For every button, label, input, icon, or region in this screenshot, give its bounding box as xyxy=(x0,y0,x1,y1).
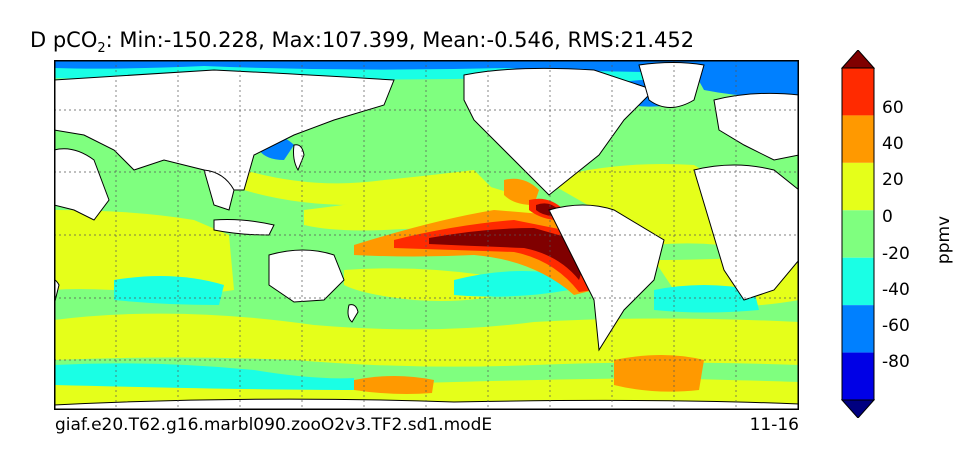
title-variable: D pCO xyxy=(30,28,98,52)
colorbar-tick: -60 xyxy=(882,316,910,336)
land-south-america xyxy=(548,204,665,352)
colorbar-tick: 0 xyxy=(882,207,893,227)
colorbar xyxy=(840,50,876,418)
land-japan xyxy=(293,144,305,172)
map-frame xyxy=(54,60,799,410)
contour-cyan-south-indian xyxy=(114,276,224,305)
colorbar-segment xyxy=(842,162,874,211)
colorbar-label: ppmv xyxy=(934,215,955,265)
colorbar-tick: -40 xyxy=(882,280,910,300)
land-indochina xyxy=(203,169,235,211)
land xyxy=(54,62,799,410)
contour-cyan-south-pacific xyxy=(454,271,569,297)
gridlines xyxy=(54,60,799,410)
contour-cyan-south-atlantic xyxy=(654,285,759,313)
land-africa-west xyxy=(54,148,110,221)
colorbar-tick: -80 xyxy=(882,352,910,372)
contour-orange-southern-pacific xyxy=(354,376,434,394)
title-subscript: 2 xyxy=(97,41,106,57)
contour-orange-southern-atlantic xyxy=(614,355,704,392)
colorbar-extend-min xyxy=(840,399,876,418)
colorbar-tick: -20 xyxy=(882,244,910,264)
colorbar-segment xyxy=(842,352,874,400)
contour-cyan-antarctic-edge xyxy=(54,363,354,390)
land-new-zealand xyxy=(347,304,359,323)
contour-yellow-indian xyxy=(54,210,234,295)
colorbar-tick: 20 xyxy=(882,170,904,190)
contour-orange-central-america xyxy=(504,178,539,205)
plot-title: D pCO2: Min:-150.228, Max:107.399, Mean:… xyxy=(30,28,694,56)
contour-blue-norwegian xyxy=(694,67,799,97)
colorbar-segment xyxy=(842,210,874,258)
contour-blue-arctic xyxy=(54,60,799,73)
land-australia xyxy=(268,249,345,303)
colorbar-extend-max xyxy=(840,50,876,69)
case-name: giaf.e20.T62.g16.marbl090.zooO2v3.TF2.sd… xyxy=(55,415,493,435)
colorbar-segment xyxy=(842,257,874,306)
land-greenland xyxy=(638,62,705,108)
land-north-america xyxy=(463,67,655,196)
colorbar-tick: 60 xyxy=(882,98,904,118)
contour-darkred-core xyxy=(429,228,584,280)
colorbar-segment xyxy=(842,305,874,353)
colorbar-segment xyxy=(842,68,874,116)
colorbar-segment xyxy=(842,115,874,163)
map-plot xyxy=(54,60,799,410)
colorbar-tick: 40 xyxy=(882,134,904,154)
land-antarctica xyxy=(54,398,799,410)
year-range: 11-16 xyxy=(749,415,799,435)
title-stats: : Min:-150.228, Max:107.399, Mean:-0.546… xyxy=(105,28,695,52)
